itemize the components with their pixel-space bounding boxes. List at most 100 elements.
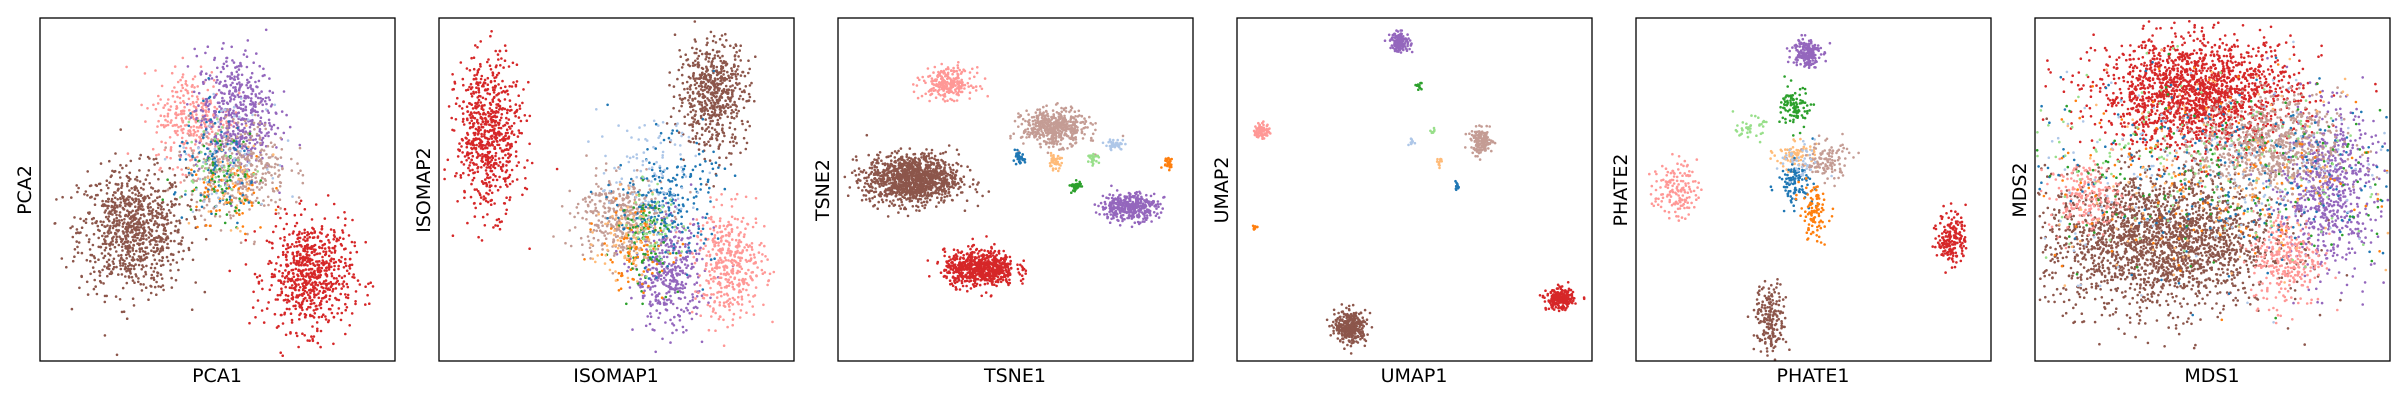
point-red (471, 107, 475, 110)
point-purple (194, 140, 198, 143)
point-red (324, 250, 328, 254)
point-light-brown (218, 169, 222, 173)
point-brown (724, 64, 728, 67)
point-light-brown (232, 214, 235, 218)
point-orange (194, 173, 198, 176)
point-brown (712, 34, 716, 38)
point-light-brown (258, 182, 261, 186)
point-brown (126, 240, 130, 243)
point-brown (134, 205, 137, 208)
point-red (297, 294, 300, 298)
point-light-brown (232, 118, 235, 121)
point-red (504, 49, 508, 53)
point-brown (69, 226, 72, 230)
point-light-red (740, 267, 744, 271)
point-purple (676, 287, 680, 290)
point-purple (201, 80, 205, 84)
point-brown (154, 220, 157, 223)
point-brown (735, 50, 738, 54)
point-light-blue (182, 146, 185, 149)
point-light-red (171, 168, 175, 171)
point-red (471, 168, 474, 172)
point-purple (263, 100, 267, 103)
point-light-red (151, 147, 155, 151)
point-brown (700, 126, 704, 130)
point-purple (677, 236, 681, 240)
point-red (326, 282, 329, 286)
point-brown (747, 59, 750, 62)
point-purple (263, 73, 266, 77)
point-brown (137, 194, 140, 197)
point-brown (718, 37, 722, 41)
point-brown (178, 219, 181, 222)
point-purple (230, 93, 234, 97)
point-red (468, 126, 472, 130)
point-light-red (156, 125, 159, 128)
point-brown (181, 257, 184, 261)
point-red (313, 295, 316, 299)
point-brown (93, 197, 97, 201)
point-purple (673, 315, 676, 319)
point-red (481, 120, 485, 124)
point-brown (149, 243, 152, 246)
point-light-brown (208, 200, 211, 203)
point-brown (689, 88, 692, 91)
point-red (248, 321, 251, 325)
point-red (298, 230, 301, 234)
point-purple (244, 108, 248, 112)
point-red (495, 178, 499, 182)
point-light-green (237, 166, 241, 169)
point-red (287, 246, 290, 250)
point-purple (627, 265, 630, 269)
point-red (512, 81, 515, 84)
point-red (327, 268, 331, 271)
point-brown (134, 222, 138, 225)
point-red (456, 96, 459, 100)
point-purple (680, 308, 683, 312)
point-brown (77, 186, 80, 190)
point-brown (130, 202, 133, 206)
point-brown (665, 122, 669, 125)
point-purple (276, 126, 280, 130)
point-brown (75, 240, 78, 243)
point-brown (164, 238, 168, 242)
point-red (503, 98, 507, 101)
point-brown (112, 224, 115, 227)
point-red (320, 225, 324, 228)
point-blue (184, 158, 188, 161)
point-light-red (174, 116, 178, 120)
point-brown (705, 37, 709, 40)
point-brown (142, 213, 145, 216)
point-purple (288, 125, 292, 129)
point-light-blue (286, 139, 290, 142)
point-purple (282, 90, 286, 93)
point-red (297, 288, 301, 292)
point-red (324, 279, 328, 282)
point-green (220, 188, 224, 191)
point-brown (715, 98, 719, 102)
point-purple (667, 290, 670, 294)
point-red (478, 112, 482, 116)
point-red (474, 206, 478, 210)
point-red (307, 268, 311, 271)
point-purple (653, 329, 656, 332)
point-brown (187, 248, 191, 252)
point-red (486, 157, 490, 161)
point-purple (683, 296, 687, 299)
point-brown (178, 221, 182, 225)
point-red (309, 306, 312, 309)
point-red (313, 312, 317, 315)
point-brown (135, 249, 138, 253)
point-blue (207, 96, 211, 100)
point-brown (170, 276, 173, 280)
point-red (340, 311, 344, 315)
point-green (244, 198, 247, 202)
point-purple (204, 78, 207, 82)
point-red (459, 176, 463, 179)
point-purple (664, 278, 668, 282)
point-brown (715, 105, 719, 109)
point-brown (168, 166, 171, 170)
point-red (335, 280, 339, 284)
point-brown (711, 48, 715, 52)
point-purple (248, 102, 252, 106)
